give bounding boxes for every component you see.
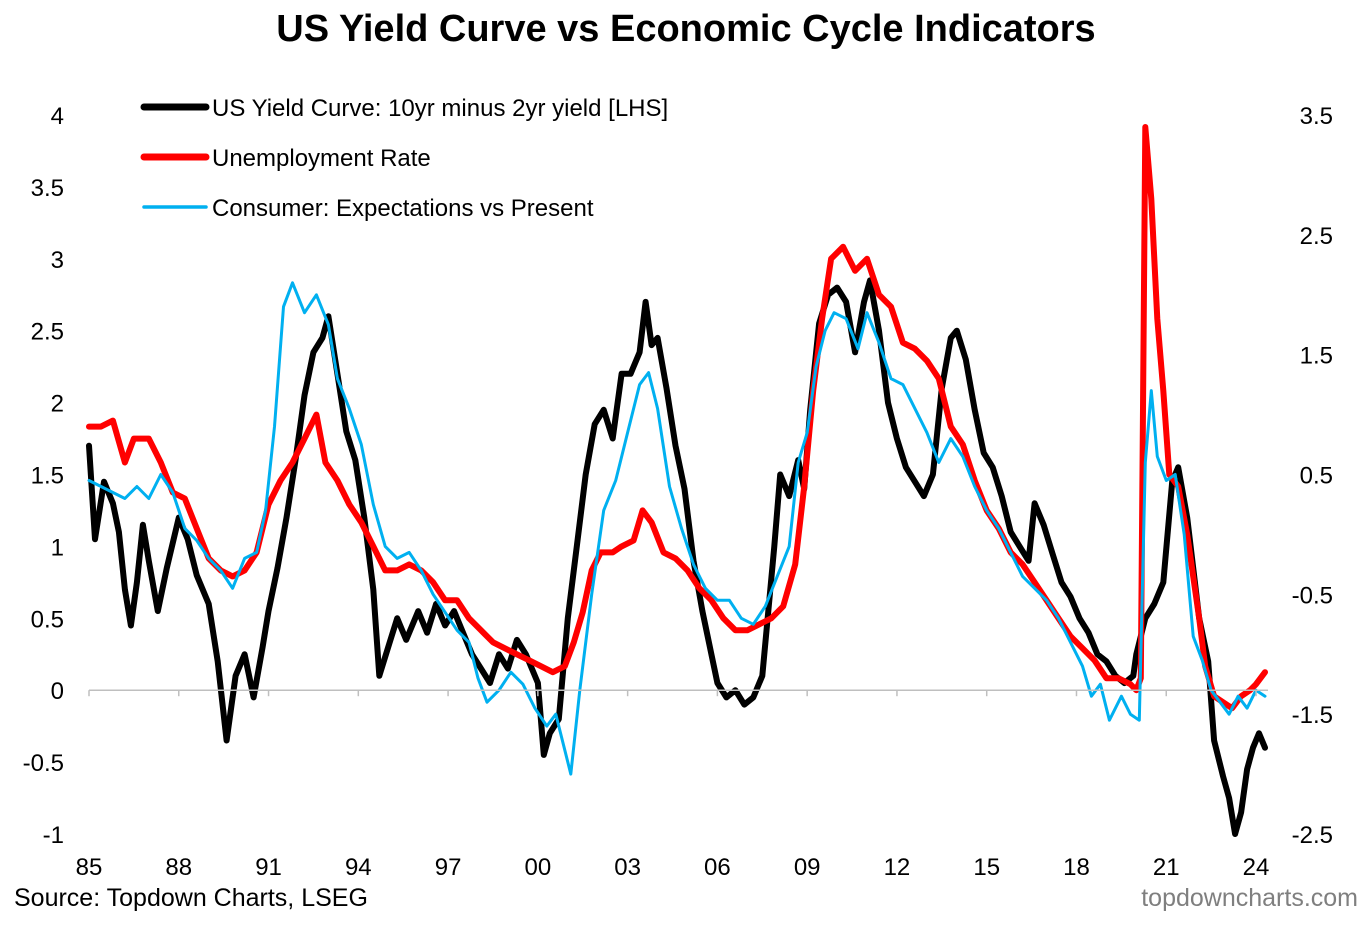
x-tick-label: 97	[435, 854, 462, 881]
left-tick-label: 3.5	[31, 175, 64, 202]
legend-yield-curve-label: US Yield Curve: 10yr minus 2yr yield [LH…	[212, 95, 668, 122]
x-tick-label: 03	[614, 854, 641, 881]
left-axis-ticks: -1 -0.5 0 0.5 1 1.5 2 2.5 3 3.5 4	[23, 103, 64, 849]
left-tick-label: 4	[51, 103, 64, 130]
x-tick-label: 18	[1063, 854, 1090, 881]
left-tick-label: 1	[51, 534, 64, 561]
x-tick-label: 88	[165, 854, 192, 881]
x-tick-label: 12	[884, 854, 911, 881]
left-tick-label: 0.5	[31, 606, 64, 633]
unemployment-rate-line	[86, 124, 1268, 712]
left-tick-label: 2	[51, 391, 64, 418]
right-tick-label: -2.5	[1292, 822, 1333, 849]
right-axis-ticks: -2.5 -1.5 -0.5 0.5 1.5 2.5 3.5	[1292, 103, 1333, 849]
right-tick-label: 3.5	[1300, 103, 1333, 130]
x-tick-label: 21	[1153, 854, 1180, 881]
right-tick-label: 1.5	[1300, 343, 1333, 370]
left-tick-label: -1	[43, 822, 64, 849]
x-tick-label: 85	[76, 854, 103, 881]
watermark: topdowncharts.com	[1141, 884, 1358, 912]
right-tick-label: -1.5	[1292, 702, 1333, 729]
left-tick-label: 3	[51, 247, 64, 274]
series-layer	[86, 124, 1268, 837]
legend-unemployment-rate-label: Unemployment Rate	[212, 145, 431, 172]
x-axis-ticks: 85 88 91 94 97 00 03 06 09 12 15 18 21 24	[76, 690, 1270, 881]
x-tick-label: 00	[525, 854, 552, 881]
legend: US Yield Curve: 10yr minus 2yr yield [LH…	[140, 95, 668, 222]
consumer-expectations-line	[87, 281, 1267, 776]
left-tick-label: 1.5	[31, 463, 64, 490]
right-tick-label: 2.5	[1300, 223, 1333, 250]
right-tick-label: 0.5	[1300, 463, 1333, 490]
x-tick-label: 15	[973, 854, 1000, 881]
source-note: Source: Topdown Charts, LSEG	[14, 884, 368, 912]
left-tick-label: 0	[51, 678, 64, 705]
chart-title: US Yield Curve vs Economic Cycle Indicat…	[276, 8, 1096, 50]
left-tick-label: -0.5	[23, 750, 64, 777]
x-tick-label: 06	[704, 854, 731, 881]
legend-consumer-expectations-label: Consumer: Expectations vs Present	[212, 195, 594, 222]
x-tick-label: 09	[794, 854, 821, 881]
right-tick-label: -0.5	[1292, 582, 1333, 609]
left-tick-label: 2.5	[31, 319, 64, 346]
x-tick-label: 24	[1243, 854, 1270, 881]
x-tick-label: 94	[345, 854, 372, 881]
x-tick-label: 91	[255, 854, 282, 881]
